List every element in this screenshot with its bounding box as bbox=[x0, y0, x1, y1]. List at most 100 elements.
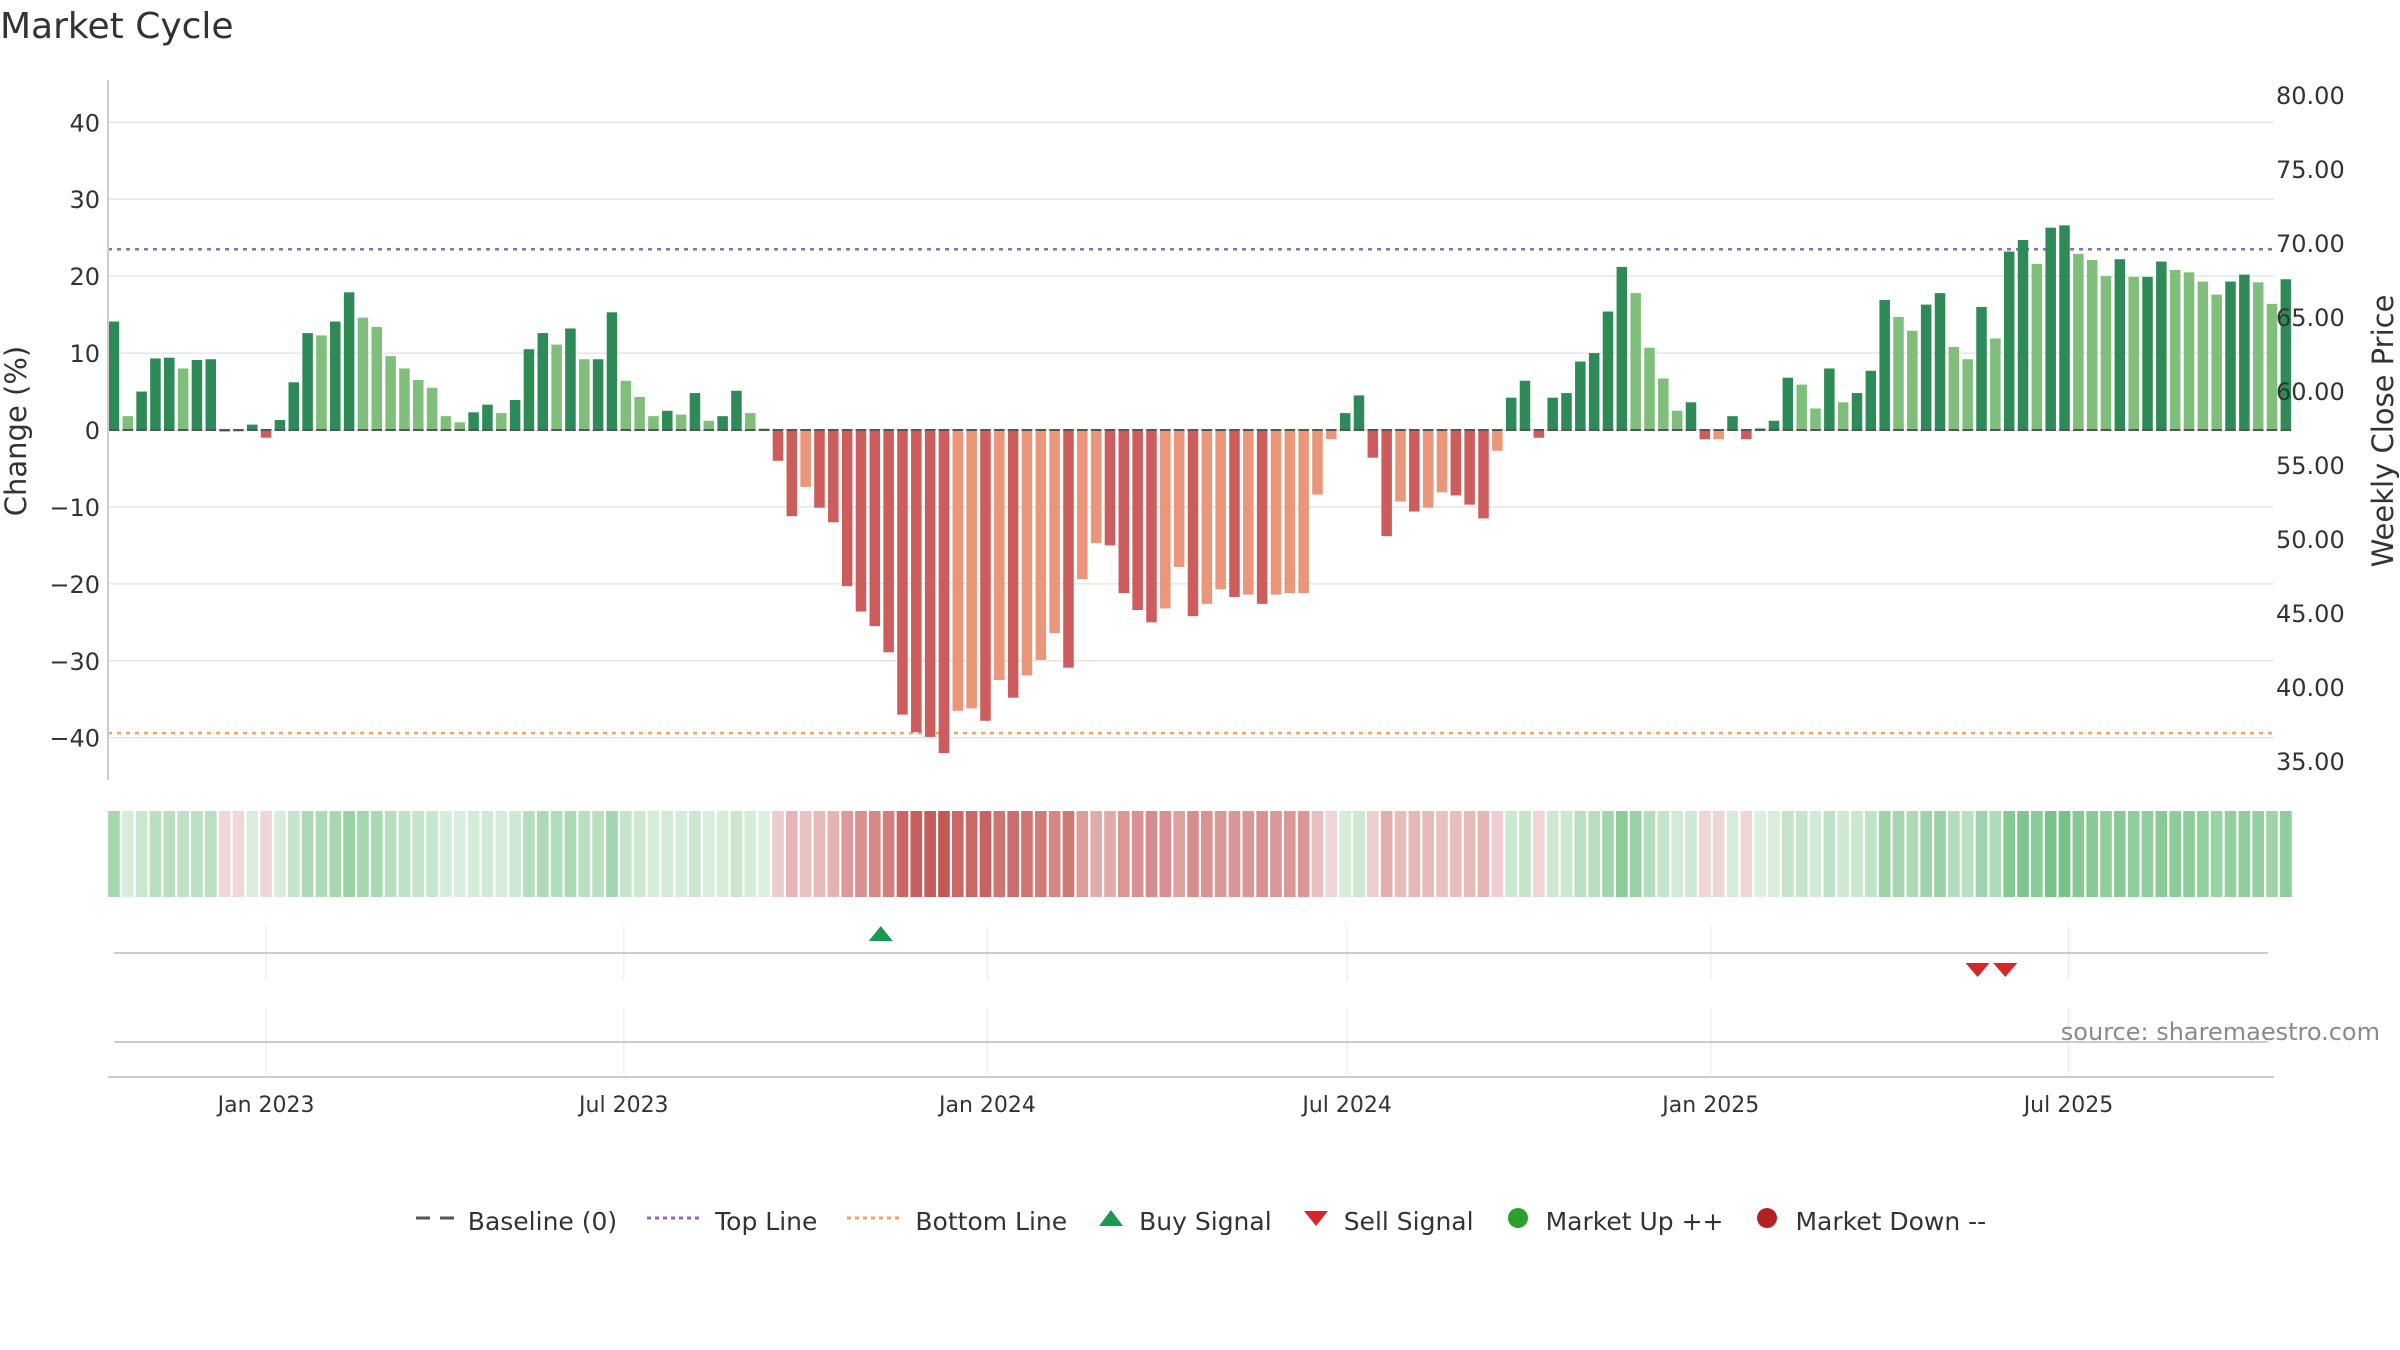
bar bbox=[343, 292, 355, 430]
heat-cell bbox=[2266, 811, 2278, 897]
heat-cell bbox=[1450, 811, 1462, 897]
heat-cell bbox=[2127, 811, 2140, 897]
y-left-tick-label: 20 bbox=[69, 263, 100, 291]
heat-cell bbox=[2141, 811, 2154, 897]
bar bbox=[496, 413, 507, 430]
heat-cell bbox=[274, 811, 286, 897]
bar bbox=[1492, 430, 1503, 451]
heat-strip bbox=[108, 811, 2292, 897]
bar bbox=[675, 414, 687, 430]
legend-symbol-icon bbox=[1502, 1206, 1534, 1236]
bar bbox=[717, 416, 728, 430]
bar bbox=[772, 430, 784, 461]
bar bbox=[1588, 353, 1600, 430]
heat-cell bbox=[1643, 811, 1656, 897]
heat-cell bbox=[855, 811, 867, 897]
bar bbox=[565, 328, 576, 430]
bar bbox=[1422, 430, 1434, 508]
heat-cell bbox=[177, 811, 189, 897]
heat-cell bbox=[218, 811, 231, 897]
bar bbox=[2239, 274, 2250, 430]
heat-cell bbox=[1062, 811, 1075, 897]
bar bbox=[1215, 430, 1226, 590]
bar bbox=[1173, 430, 1185, 567]
bar bbox=[1907, 330, 1918, 430]
x-tick-label: Jul 2024 bbox=[1300, 1093, 1392, 1118]
heat-cell bbox=[661, 811, 674, 897]
y-left-tick-label: −30 bbox=[49, 648, 100, 676]
heat-cell bbox=[1256, 811, 1268, 897]
bar bbox=[634, 396, 645, 430]
heat-cell bbox=[1214, 811, 1227, 897]
heat-cell bbox=[1187, 811, 1199, 897]
heat-cell bbox=[1117, 811, 1130, 897]
y-left-tick-label: 30 bbox=[69, 186, 100, 214]
bar bbox=[1768, 420, 1780, 430]
sell-signal-marker bbox=[1993, 963, 2018, 977]
legend-item: Market Up ++ bbox=[1502, 1206, 1723, 1236]
y-axis-left-label: Change (%) bbox=[0, 346, 33, 516]
heat-cell bbox=[301, 811, 314, 897]
bar bbox=[1837, 402, 1849, 430]
bar bbox=[1505, 397, 1517, 430]
heat-cell bbox=[813, 811, 826, 897]
y-right-tick-label: 80.00 bbox=[2276, 82, 2345, 110]
heat-cell bbox=[1975, 811, 1988, 897]
heat-cell bbox=[1353, 811, 1365, 897]
bar bbox=[1381, 430, 1392, 537]
bar bbox=[800, 430, 811, 487]
heat-cell bbox=[633, 811, 646, 897]
bar bbox=[274, 420, 286, 430]
bar bbox=[1741, 430, 1752, 440]
bar bbox=[703, 420, 715, 430]
bar bbox=[1699, 430, 1711, 440]
legend-item: Market Down -- bbox=[1751, 1206, 1986, 1236]
legend-label: Sell Signal bbox=[1343, 1206, 1474, 1236]
y-left-tick-label: 10 bbox=[69, 340, 100, 368]
heat-cell bbox=[495, 811, 508, 897]
heat-cell bbox=[689, 811, 701, 897]
bar bbox=[288, 382, 300, 430]
heat-cell bbox=[108, 811, 120, 897]
legend-label: Market Down -- bbox=[1795, 1206, 1987, 1236]
bar bbox=[1851, 393, 1863, 430]
heat-cell bbox=[1865, 811, 1877, 897]
bar bbox=[2142, 276, 2153, 430]
bar bbox=[1146, 430, 1157, 623]
heat-cell bbox=[1076, 811, 1089, 897]
axes: 40 30 20 10 0 −10 −20 −30 −40 80.00 75.00 70.00 65.0… bbox=[49, 80, 2345, 780]
bar bbox=[924, 430, 936, 737]
heat-cell bbox=[868, 811, 881, 897]
bar bbox=[1339, 413, 1351, 430]
bar bbox=[1879, 300, 1890, 430]
bar bbox=[620, 380, 632, 430]
bar bbox=[177, 368, 189, 430]
heat-cell bbox=[1145, 811, 1158, 897]
bar bbox=[2225, 281, 2236, 430]
bar bbox=[1976, 306, 1987, 430]
bar bbox=[1436, 430, 1448, 493]
bar bbox=[2059, 225, 2070, 430]
bar bbox=[952, 430, 964, 711]
heat-cell bbox=[785, 811, 798, 897]
heat-cell bbox=[1588, 811, 1600, 897]
heat-cell bbox=[1768, 811, 1780, 897]
heat-cell bbox=[1878, 811, 1891, 897]
bar bbox=[537, 333, 549, 430]
heat-cell bbox=[2183, 811, 2195, 897]
heat-cell bbox=[509, 811, 521, 897]
bar bbox=[883, 430, 894, 653]
y-right-tick-label: 75.00 bbox=[2276, 156, 2345, 184]
heat-cell bbox=[1560, 811, 1573, 897]
bar bbox=[1104, 430, 1116, 546]
heat-cell bbox=[232, 811, 245, 897]
bar bbox=[482, 404, 493, 430]
bar bbox=[1118, 430, 1130, 594]
heat-cell bbox=[1131, 811, 1144, 897]
bar bbox=[371, 326, 383, 430]
heat-cell bbox=[315, 811, 328, 897]
bar bbox=[2211, 294, 2222, 430]
heat-cell bbox=[2224, 811, 2237, 897]
heat-cell bbox=[1892, 811, 1905, 897]
